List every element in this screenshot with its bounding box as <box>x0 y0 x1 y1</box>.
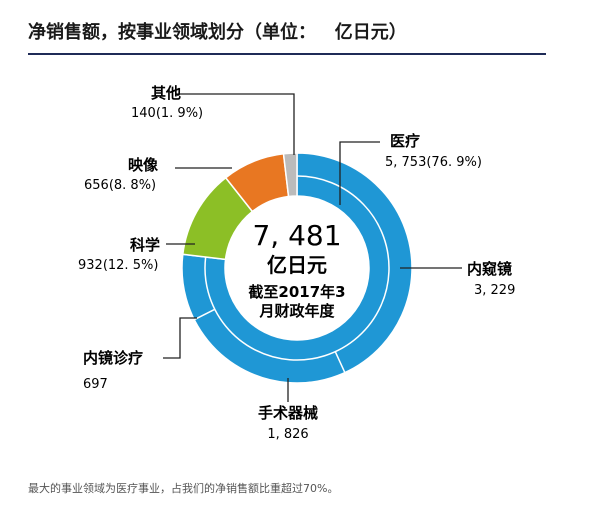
label-endoscopy-value: 3, 229 <box>474 283 515 298</box>
label-surgical-value: 1, 826 <box>267 427 308 442</box>
center-period-line2: 月财政年度 <box>258 302 335 320</box>
leader-endo-therapy <box>163 317 197 359</box>
label-endo-therapy-value: 697 <box>83 377 108 392</box>
label-medical-value: 5, 753(76. 9%) <box>385 155 482 170</box>
medical-sub-ring-divider <box>204 175 390 361</box>
segment-other <box>282 152 298 198</box>
donut-segments <box>181 152 413 384</box>
footer-note: 最大的事业领域为医疗事业，占我们的净销售额比重超过70%。 <box>28 482 339 495</box>
center-total: 7, 481 <box>252 219 341 252</box>
segment-medical <box>181 152 413 384</box>
label-science-name: 科学 <box>130 236 160 254</box>
title-divider <box>28 53 546 55</box>
medical-sub-divider <box>334 351 346 373</box>
label-other-name: 其他 <box>151 84 181 102</box>
label-imaging-name: 映像 <box>128 156 159 174</box>
center-period-line1: 截至2017年3 <box>248 283 345 301</box>
center-unit: 亿日元 <box>267 253 327 277</box>
label-science-value: 932(12. 5%) <box>78 258 158 273</box>
label-other-value: 140(1. 9%) <box>131 106 203 121</box>
label-surgical-name: 手术器械 <box>258 404 318 422</box>
medical-sub-divider <box>193 308 216 321</box>
label-imaging-value: 656(8. 8%) <box>84 178 156 193</box>
chart-title: 净销售额，按事业领域划分（单位： 亿日元） <box>28 22 407 43</box>
leader-other <box>176 93 295 155</box>
leader-lines <box>163 93 462 402</box>
label-endo-therapy-name: 内镜诊疗 <box>83 349 143 367</box>
leader-medical <box>339 141 380 205</box>
label-medical-name: 医疗 <box>390 132 420 150</box>
label-endoscopy-name: 内窥镜 <box>467 260 512 278</box>
